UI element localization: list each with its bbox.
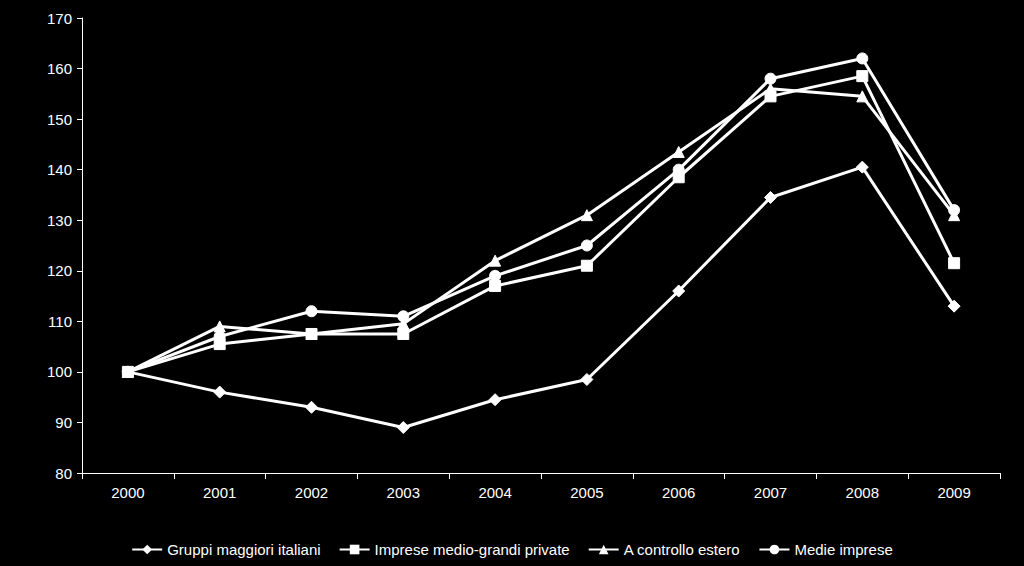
svg-text:2002: 2002 (295, 484, 328, 501)
svg-text:150: 150 (47, 111, 72, 128)
svg-text:2004: 2004 (478, 484, 511, 501)
svg-text:2007: 2007 (754, 484, 787, 501)
svg-text:Medie imprese: Medie imprese (794, 541, 892, 558)
svg-text:110: 110 (48, 313, 72, 330)
svg-text:Gruppi maggiori italiani: Gruppi maggiori italiani (167, 541, 320, 558)
svg-text:2003: 2003 (387, 484, 420, 501)
svg-text:2001: 2001 (203, 484, 236, 501)
svg-text:90: 90 (55, 414, 72, 431)
svg-text:130: 130 (47, 212, 72, 229)
svg-text:2009: 2009 (937, 484, 970, 501)
svg-text:80: 80 (55, 465, 72, 482)
svg-text:2005: 2005 (570, 484, 603, 501)
svg-text:140: 140 (47, 161, 72, 178)
svg-text:170: 170 (47, 10, 72, 27)
svg-text:A controllo estero: A controllo estero (624, 541, 740, 558)
svg-text:2000: 2000 (111, 484, 144, 501)
svg-text:2006: 2006 (662, 484, 695, 501)
svg-text:160: 160 (47, 60, 72, 77)
svg-text:Imprese medio-grandi private: Imprese medio-grandi private (375, 541, 570, 558)
svg-text:2008: 2008 (846, 484, 879, 501)
svg-text:100: 100 (47, 363, 72, 380)
svg-text:120: 120 (47, 262, 72, 279)
